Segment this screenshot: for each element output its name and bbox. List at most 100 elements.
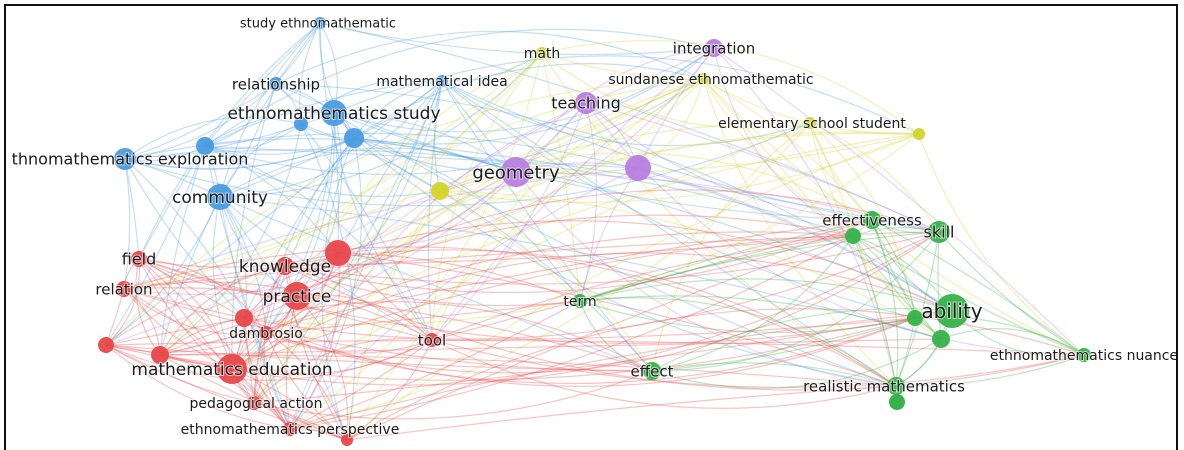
node-relationship[interactable] (269, 77, 283, 91)
node-red-e[interactable] (341, 434, 353, 446)
network-edge (702, 78, 854, 237)
network-edge (579, 235, 854, 302)
network-edge (289, 300, 581, 430)
network-edge (439, 78, 704, 192)
node-term[interactable] (573, 294, 587, 308)
network-edge (541, 52, 811, 129)
node-skill[interactable] (928, 221, 950, 243)
node-ethnomathematics-perspective[interactable] (283, 422, 297, 436)
network-edge (105, 344, 653, 372)
node-green-a[interactable] (845, 228, 861, 244)
node-mathematics-education[interactable] (217, 354, 247, 384)
network-edge (231, 80, 443, 370)
label-effect: effect (631, 362, 674, 380)
network-edge (289, 235, 854, 430)
node-purple-a[interactable] (625, 155, 651, 181)
network-edge (219, 196, 942, 340)
node-integration[interactable] (705, 39, 723, 57)
node-teaching[interactable] (575, 92, 597, 114)
network-edge (852, 235, 1085, 356)
network-edge (579, 278, 953, 312)
label-geometry: geometry (472, 162, 560, 183)
node-layer (98, 17, 1091, 446)
node-knowledge[interactable] (276, 257, 294, 275)
node-ethnomathematics-exploration[interactable] (114, 148, 136, 170)
node-practice[interactable] (283, 282, 311, 310)
network-edge (333, 112, 441, 192)
network-edge (431, 339, 897, 409)
node-mathematical-idea[interactable] (436, 75, 448, 87)
node-elementary-school-student[interactable] (804, 117, 816, 129)
node-community[interactable] (207, 184, 233, 210)
node-extra-0[interactable] (889, 394, 905, 410)
node-yellow-a[interactable] (913, 128, 925, 140)
network-edge (204, 28, 715, 147)
node-field[interactable] (131, 251, 147, 267)
node-effect[interactable] (643, 362, 661, 380)
network-edge (219, 22, 321, 198)
network-edge (918, 133, 1085, 356)
node-pedagogical-action[interactable] (247, 396, 261, 410)
node-study-ethnomathematic[interactable] (314, 17, 326, 29)
network-edge (231, 368, 348, 441)
node-effectiveness[interactable] (863, 211, 881, 229)
label-relation: relation (95, 280, 152, 298)
network-edge (439, 122, 811, 192)
node-red-b[interactable] (235, 309, 253, 327)
node-green-b[interactable] (907, 310, 923, 326)
network-edge (263, 332, 291, 430)
node-tool[interactable] (425, 333, 439, 347)
network-edge (809, 122, 873, 221)
label-ability: ability (921, 299, 982, 323)
network-edge (296, 189, 940, 297)
label-term: term (563, 294, 596, 310)
node-red-d[interactable] (151, 346, 169, 364)
network-edge (579, 300, 653, 372)
node-sundanese-ethnomathematic[interactable] (697, 73, 709, 85)
network-edge (265, 137, 355, 334)
node-ethnomathematics-nuance[interactable] (1077, 348, 1091, 362)
node-blue-a[interactable] (196, 137, 214, 155)
network-edge (852, 235, 916, 319)
network-edge (895, 231, 940, 387)
network-edge (353, 137, 517, 173)
network-edge (204, 145, 339, 254)
network-edge (895, 354, 1085, 387)
node-dambrosio[interactable] (259, 326, 273, 340)
network-edge (138, 145, 206, 260)
network-edge (243, 171, 517, 319)
network-edge (809, 122, 916, 319)
node-math[interactable] (536, 47, 548, 59)
network-edge (243, 133, 920, 326)
node-relation[interactable] (116, 281, 132, 297)
node-ethnomathematics-study[interactable] (321, 100, 347, 126)
network-edge (231, 252, 953, 370)
network-edge (124, 83, 277, 160)
network-edge (289, 137, 363, 430)
node-ability[interactable] (935, 294, 969, 328)
node-geometry[interactable] (501, 157, 531, 187)
network-edge (243, 214, 854, 319)
node-red-a[interactable] (325, 240, 351, 266)
node-green-c[interactable] (932, 330, 950, 348)
network-edge (651, 307, 953, 372)
node-blue-b[interactable] (294, 117, 308, 131)
network-edge (265, 317, 916, 385)
network-edge (105, 339, 1085, 356)
node-red-c[interactable] (98, 337, 114, 353)
network-edge (138, 252, 339, 268)
network-edge (253, 402, 348, 441)
node-yellow-b[interactable] (431, 182, 449, 200)
node-realistic-mathematics[interactable] (887, 377, 905, 395)
label-ethnomathematics-perspective: ethnomathematics perspective (181, 422, 400, 438)
network-edge (353, 63, 704, 139)
network-edge (219, 196, 248, 370)
network-edge (105, 258, 141, 346)
node-blue-c[interactable] (344, 128, 364, 148)
network-edge (346, 308, 1085, 441)
label-community: community (172, 188, 268, 208)
network-edge (231, 190, 441, 370)
label-math: math (524, 46, 561, 62)
network-edge (871, 219, 942, 340)
network-edge (123, 288, 653, 372)
